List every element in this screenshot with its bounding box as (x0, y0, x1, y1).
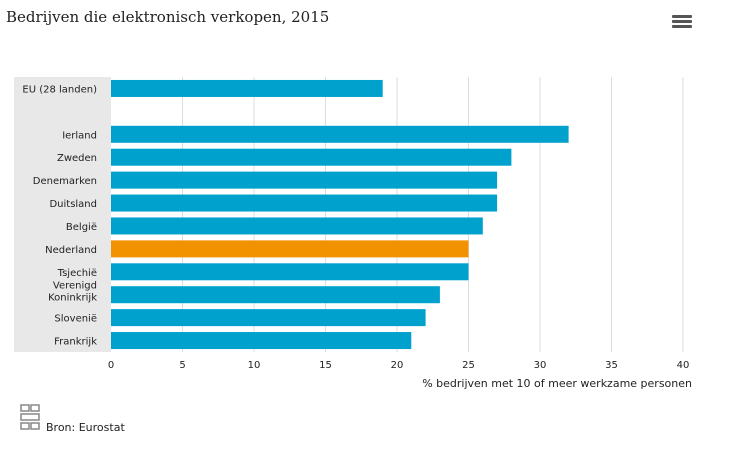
x-tick-label: 25 (462, 360, 475, 371)
hamburger-menu-icon[interactable] (672, 15, 692, 31)
x-tick-label: 5 (179, 360, 185, 371)
bar (111, 148, 512, 166)
bar (111, 217, 483, 235)
bar (111, 309, 426, 327)
bar (111, 125, 569, 143)
category-label: Koninkrijk (48, 293, 97, 304)
category-label: Ierland (62, 130, 97, 141)
bar (111, 240, 469, 258)
category-label: Verenigd (53, 281, 97, 292)
x-tick-label: 0 (108, 360, 114, 371)
bar (111, 263, 469, 281)
chart-title: Bedrijven die elektronisch verkopen, 201… (6, 8, 330, 26)
x-tick-label: 35 (605, 360, 618, 371)
bar (111, 286, 440, 304)
bar (111, 332, 412, 350)
x-tick-label: 15 (319, 360, 332, 371)
x-axis-label: % bedrijven met 10 of meer werkzame pers… (422, 377, 692, 390)
x-tick-label: 40 (677, 360, 690, 371)
category-label: België (66, 222, 97, 233)
bar-chart: EU (28 landen) Ierland Zweden Denemarken Dui… (14, 77, 692, 390)
bar (111, 194, 498, 212)
category-label: Zweden (57, 153, 97, 164)
x-tick-label: 10 (248, 360, 261, 371)
bar (111, 79, 383, 97)
category-label: Nederland (45, 245, 97, 256)
category-label: EU (28 landen) (22, 84, 97, 95)
category-label: Slovenië (54, 314, 97, 325)
category-label: Duitsland (49, 199, 97, 210)
category-label: Frankrijk (54, 337, 97, 348)
source-note: Bron: Eurostat (46, 421, 125, 434)
category-label: Tsjechië (57, 268, 97, 279)
category-label: Denemarken (33, 176, 97, 187)
category-band (14, 77, 111, 352)
x-tick-label: 30 (534, 360, 547, 371)
x-tick-label: 20 (391, 360, 404, 371)
bar (111, 171, 498, 189)
